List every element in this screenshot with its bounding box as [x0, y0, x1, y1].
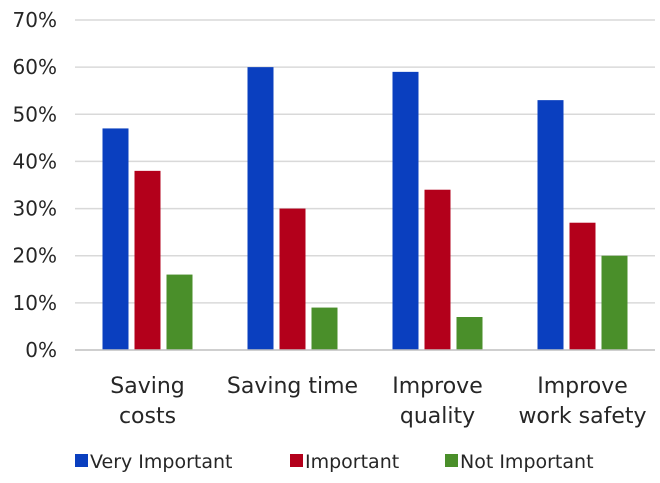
y-tick-label: 20% [13, 244, 57, 268]
bar-very-important [392, 71, 419, 350]
bar-not-important [166, 274, 193, 350]
bar-very-important [102, 128, 129, 350]
legend-label: Very Important [90, 451, 233, 473]
x-category-label: Saving [110, 374, 185, 399]
x-category-label: Improve [392, 374, 482, 399]
bar-not-important [601, 255, 628, 350]
bar-important [279, 208, 306, 350]
bar-important [569, 222, 596, 350]
y-tick-label: 40% [13, 149, 57, 173]
bar-very-important [247, 67, 274, 351]
y-tick-label: 70% [13, 8, 57, 32]
legend-swatch [75, 454, 88, 467]
legend-label: Important [305, 451, 399, 473]
legend-label: Not Important [460, 451, 594, 473]
y-tick-label: 30% [13, 197, 57, 221]
bar-important [424, 189, 451, 350]
bar-important [134, 170, 161, 350]
bar-not-important [456, 317, 483, 350]
legend-swatch [445, 454, 458, 467]
x-category-label: Saving time [227, 374, 358, 399]
y-tick-label: 10% [13, 291, 57, 315]
x-category-label: work safety [518, 404, 646, 429]
y-tick-label: 60% [13, 55, 57, 79]
y-tick-label: 50% [13, 102, 57, 126]
legend-swatch [290, 454, 303, 467]
x-category-label: Improve [537, 374, 627, 399]
x-category-label: quality [400, 404, 475, 429]
x-category-label: costs [119, 404, 176, 429]
y-tick-label: 0% [25, 338, 57, 362]
bar-not-important [311, 307, 338, 350]
bar-very-important [537, 100, 564, 351]
